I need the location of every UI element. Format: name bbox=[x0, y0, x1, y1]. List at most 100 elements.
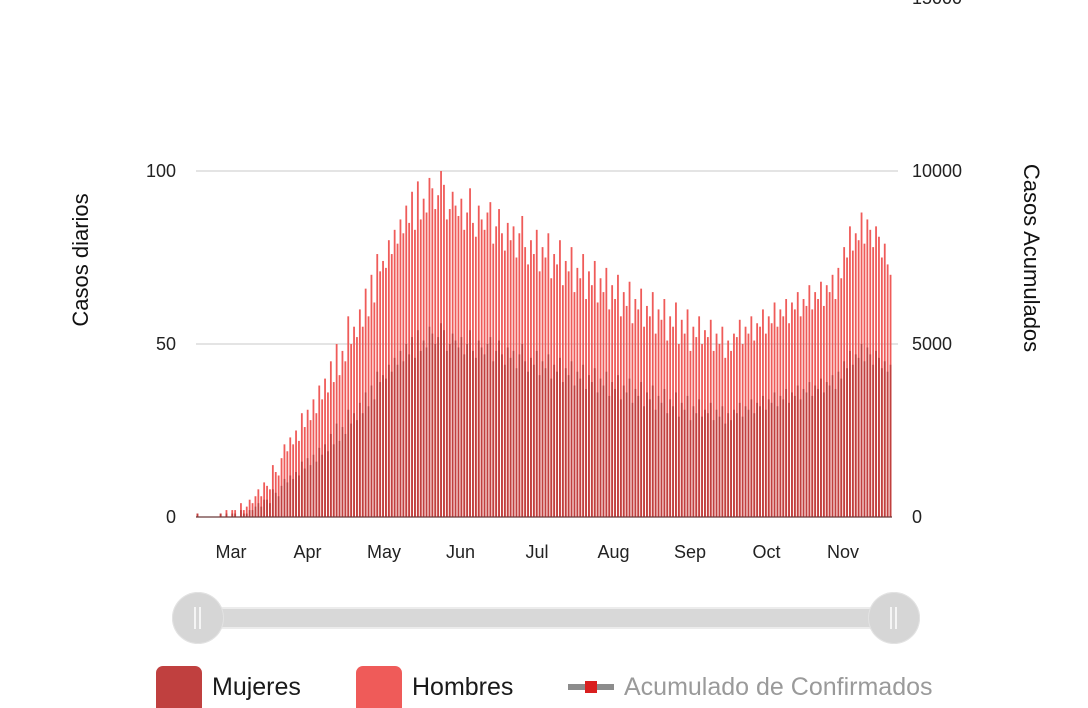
bar-mujeres[interactable] bbox=[814, 385, 817, 517]
bar-mujeres[interactable] bbox=[564, 368, 567, 517]
bar-mujeres[interactable] bbox=[399, 350, 402, 517]
bar-mujeres[interactable] bbox=[753, 413, 756, 517]
bar-mujeres[interactable] bbox=[219, 513, 222, 517]
bar-mujeres[interactable] bbox=[303, 468, 306, 517]
bar-mujeres[interactable] bbox=[274, 492, 277, 517]
bar-mujeres[interactable] bbox=[405, 344, 408, 517]
bar-mujeres[interactable] bbox=[379, 382, 382, 517]
bar-mujeres[interactable] bbox=[796, 385, 799, 517]
bar-mujeres[interactable] bbox=[402, 361, 405, 517]
bar-mujeres[interactable] bbox=[634, 388, 637, 517]
bar-mujeres[interactable] bbox=[248, 510, 251, 517]
bar-mujeres[interactable] bbox=[808, 382, 811, 517]
bar-mujeres[interactable] bbox=[875, 350, 877, 517]
bar-mujeres[interactable] bbox=[390, 371, 393, 517]
bar-mujeres[interactable] bbox=[506, 347, 509, 517]
bar-mujeres[interactable] bbox=[289, 475, 292, 517]
bar-mujeres[interactable] bbox=[828, 385, 831, 517]
legend-item-acumulado[interactable]: Acumulado de Confirmados bbox=[568, 666, 933, 708]
bar-mujeres[interactable] bbox=[779, 395, 782, 517]
bar-mujeres[interactable] bbox=[651, 385, 654, 517]
bar-mujeres[interactable] bbox=[321, 454, 324, 517]
bar-mujeres[interactable] bbox=[735, 413, 738, 517]
bar-mujeres[interactable] bbox=[266, 499, 268, 517]
bar-mujeres[interactable] bbox=[849, 350, 851, 517]
bar-mujeres[interactable] bbox=[738, 402, 741, 517]
bar-mujeres[interactable] bbox=[489, 337, 492, 517]
bar-mujeres[interactable] bbox=[588, 375, 590, 517]
bar-mujeres[interactable] bbox=[611, 382, 614, 517]
bar-mujeres[interactable] bbox=[292, 478, 295, 517]
bar-mujeres[interactable] bbox=[309, 465, 312, 517]
bar-mujeres[interactable] bbox=[515, 368, 518, 517]
bar-mujeres[interactable] bbox=[669, 399, 672, 517]
bar-mujeres[interactable] bbox=[445, 350, 448, 517]
bar-mujeres[interactable] bbox=[811, 395, 814, 517]
bar-mujeres[interactable] bbox=[602, 385, 605, 517]
bar-mujeres[interactable] bbox=[503, 364, 506, 517]
bar-mujeres[interactable] bbox=[408, 354, 411, 517]
bar-mujeres[interactable] bbox=[231, 513, 234, 517]
bar-mujeres[interactable] bbox=[730, 420, 732, 517]
bar-mujeres[interactable] bbox=[376, 371, 379, 517]
bar-mujeres[interactable] bbox=[677, 416, 680, 517]
bar-mujeres[interactable] bbox=[393, 357, 396, 517]
bar-mujeres[interactable] bbox=[474, 357, 477, 517]
bar-mujeres[interactable] bbox=[854, 354, 857, 517]
bar-mujeres[interactable] bbox=[646, 392, 648, 517]
bar-mujeres[interactable] bbox=[776, 406, 779, 517]
bar-mujeres[interactable] bbox=[242, 513, 245, 517]
bar-mujeres[interactable] bbox=[298, 475, 300, 517]
bar-mujeres[interactable] bbox=[663, 388, 666, 517]
bar-mujeres[interactable] bbox=[280, 485, 283, 517]
bar-mujeres[interactable] bbox=[353, 413, 355, 517]
bar-mujeres[interactable] bbox=[315, 461, 318, 517]
bar-mujeres[interactable] bbox=[773, 392, 776, 517]
bar-mujeres[interactable] bbox=[840, 378, 843, 517]
bar-mujeres[interactable] bbox=[675, 392, 677, 517]
bar-mujeres[interactable] bbox=[802, 388, 805, 517]
bar-mujeres[interactable] bbox=[538, 375, 541, 517]
bar-mujeres[interactable] bbox=[277, 496, 280, 517]
bar-mujeres[interactable] bbox=[472, 350, 474, 517]
bar-mujeres[interactable] bbox=[437, 337, 440, 517]
slider-handle-end[interactable] bbox=[868, 592, 920, 644]
bar-hombres[interactable] bbox=[248, 499, 251, 517]
bar-mujeres[interactable] bbox=[329, 433, 332, 517]
bar-mujeres[interactable] bbox=[727, 413, 730, 517]
bar-mujeres[interactable] bbox=[576, 371, 579, 517]
bar-mujeres[interactable] bbox=[628, 378, 631, 517]
bar-mujeres[interactable] bbox=[425, 347, 428, 517]
bar-mujeres[interactable] bbox=[434, 344, 437, 517]
bar-mujeres[interactable] bbox=[495, 350, 498, 517]
bar-mujeres[interactable] bbox=[785, 388, 788, 517]
bar-mujeres[interactable] bbox=[820, 378, 822, 517]
bar-mujeres[interactable] bbox=[477, 340, 480, 517]
date-range-slider[interactable] bbox=[172, 592, 920, 644]
bar-mujeres[interactable] bbox=[448, 344, 451, 517]
bar-mujeres[interactable] bbox=[553, 364, 556, 517]
bar-mujeres[interactable] bbox=[692, 406, 695, 517]
bar-mujeres[interactable] bbox=[414, 357, 416, 517]
bar-mujeres[interactable] bbox=[718, 416, 721, 517]
bar-mujeres[interactable] bbox=[605, 371, 608, 517]
bar-mujeres[interactable] bbox=[683, 409, 686, 517]
bar-mujeres[interactable] bbox=[579, 378, 582, 517]
bar-mujeres[interactable] bbox=[306, 458, 309, 517]
bar-mujeres[interactable] bbox=[614, 388, 616, 517]
bar-mujeres[interactable] bbox=[254, 506, 257, 517]
bar-mujeres[interactable] bbox=[643, 406, 645, 517]
bar-mujeres[interactable] bbox=[869, 354, 872, 517]
bar-mujeres[interactable] bbox=[756, 402, 759, 517]
bar-mujeres[interactable] bbox=[741, 416, 744, 517]
bar-mujeres[interactable] bbox=[385, 378, 387, 517]
bar-mujeres[interactable] bbox=[411, 337, 413, 517]
bar-mujeres[interactable] bbox=[358, 402, 361, 517]
bar-mujeres[interactable] bbox=[431, 333, 434, 517]
bar-mujeres[interactable] bbox=[857, 357, 860, 517]
bar-mujeres[interactable] bbox=[269, 503, 271, 517]
legend-item-hombres[interactable]: Hombres bbox=[356, 666, 513, 708]
bar-mujeres[interactable] bbox=[324, 444, 326, 517]
bar-mujeres[interactable] bbox=[709, 402, 712, 517]
bar-mujeres[interactable] bbox=[764, 409, 767, 517]
